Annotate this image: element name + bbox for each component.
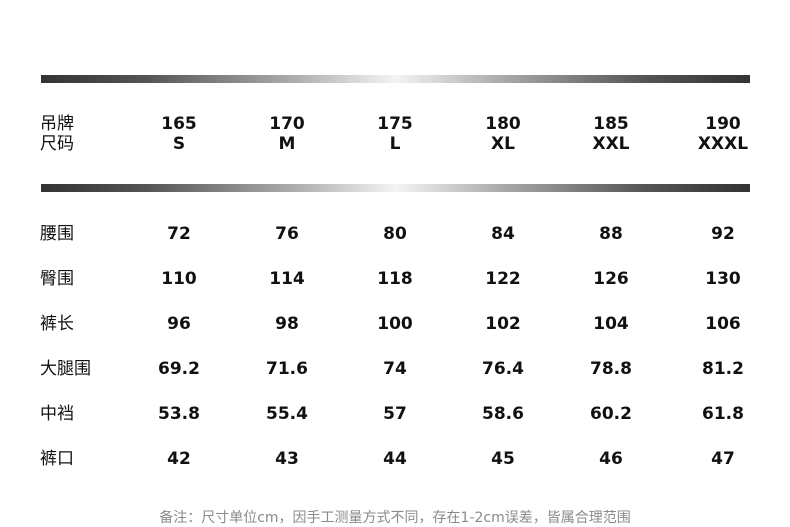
table-cell: 60.2: [590, 404, 632, 424]
table-cell: 126: [593, 269, 629, 289]
table-cell: 43: [275, 449, 299, 469]
table-cell: 78.8: [590, 359, 632, 379]
header-divider-bar: [41, 184, 750, 192]
table-cell: 47: [711, 449, 735, 469]
table-cell: 61.8: [702, 404, 744, 424]
row-label: 臀围: [40, 269, 74, 289]
header-label-line2: 尺码: [40, 134, 74, 154]
table-cell: 53.8: [158, 404, 200, 424]
header-label-line1: 吊牌: [40, 114, 74, 134]
table-cell: 44: [383, 449, 407, 469]
size-code: L: [389, 134, 401, 154]
table-cell: 106: [705, 314, 741, 334]
table-cell: 102: [485, 314, 521, 334]
row-label: 裤长: [40, 314, 74, 334]
size-height: 190: [705, 114, 741, 134]
size-height: 175: [377, 114, 413, 134]
size-height: 165: [161, 114, 197, 134]
header-label: 吊牌 尺码: [40, 114, 74, 154]
table-row: 裤口 42 43 44 45 46 47: [0, 449, 790, 469]
table-cell: 104: [593, 314, 629, 334]
header-size-cell: 185 XXL: [561, 114, 661, 154]
row-label: 大腿围: [40, 359, 91, 379]
size-height: 180: [485, 114, 521, 134]
table-cell: 57: [383, 404, 407, 424]
footnote: 备注：尺寸单位cm，因手工测量方式不同，存在1-2cm误差，皆属合理范围: [159, 510, 631, 526]
table-cell: 92: [711, 224, 735, 244]
table-cell: 55.4: [266, 404, 308, 424]
size-code: XXL: [592, 134, 630, 154]
table-cell: 80: [383, 224, 407, 244]
size-code: M: [278, 134, 296, 154]
table-cell: 76.4: [482, 359, 524, 379]
size-height: 170: [269, 114, 305, 134]
size-code: XL: [491, 134, 515, 154]
header-size-cell: 180 XL: [453, 114, 553, 154]
row-label: 腰围: [40, 224, 74, 244]
table-cell: 100: [377, 314, 413, 334]
table-cell: 71.6: [266, 359, 308, 379]
table-cell: 45: [491, 449, 515, 469]
table-cell: 98: [275, 314, 299, 334]
table-cell: 72: [167, 224, 191, 244]
size-code: XXXL: [697, 134, 749, 154]
table-cell: 130: [705, 269, 741, 289]
table-row: 中裆 53.8 55.4 57 58.6 60.2 61.8: [0, 404, 790, 424]
table-cell: 74: [383, 359, 407, 379]
size-height: 185: [593, 114, 629, 134]
header-size-cell: 165 S: [129, 114, 229, 154]
table-row: 大腿围 69.2 71.6 74 76.4 78.8 81.2: [0, 359, 790, 379]
table-cell: 69.2: [158, 359, 200, 379]
table-cell: 88: [599, 224, 623, 244]
table-cell: 118: [377, 269, 413, 289]
row-label: 中裆: [40, 404, 74, 424]
table-cell: 42: [167, 449, 191, 469]
table-cell: 46: [599, 449, 623, 469]
top-divider-bar: [41, 75, 750, 83]
header-size-cell: 190 XXXL: [673, 114, 773, 154]
table-cell: 114: [269, 269, 305, 289]
table-cell: 81.2: [702, 359, 744, 379]
table-cell: 96: [167, 314, 191, 334]
table-cell: 110: [161, 269, 197, 289]
table-row: 裤长 96 98 100 102 104 106: [0, 314, 790, 334]
table-cell: 58.6: [482, 404, 524, 424]
table-row: 腰围 72 76 80 84 88 92: [0, 224, 790, 244]
table-cell: 84: [491, 224, 515, 244]
size-code: S: [172, 134, 186, 154]
header-size-cell: 175 L: [345, 114, 445, 154]
table-cell: 122: [485, 269, 521, 289]
table-row: 臀围 110 114 118 122 126 130: [0, 269, 790, 289]
row-label: 裤口: [40, 449, 74, 469]
header-size-cell: 170 M: [237, 114, 337, 154]
table-cell: 76: [275, 224, 299, 244]
